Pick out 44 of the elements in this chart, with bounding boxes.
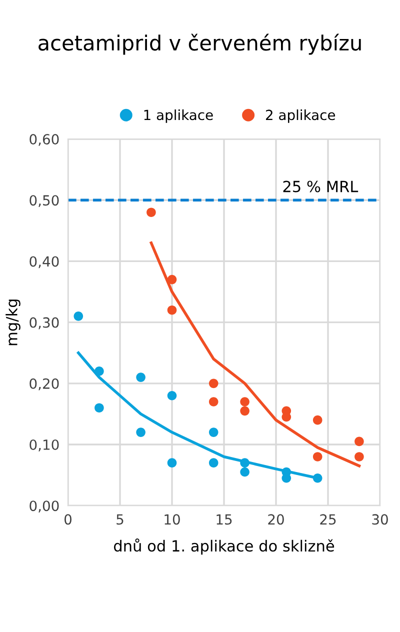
- point: [208, 378, 218, 388]
- point: [312, 452, 322, 462]
- point: [208, 458, 218, 468]
- y-tick-label: 0,20: [30, 378, 59, 390]
- y-tick-label: 0,30: [30, 317, 59, 330]
- point: [208, 428, 218, 437]
- point: [136, 372, 146, 382]
- point: [146, 208, 156, 218]
- x-tick-label: 15: [216, 514, 232, 525]
- point: [94, 366, 104, 376]
- chart-title: acetamiprid v červeném rybízu: [38, 34, 361, 55]
- line-series: [150, 242, 361, 468]
- point: [240, 397, 250, 406]
- x-axis-title: dnů od 1. aplikace do sklizně: [114, 538, 334, 555]
- y-tick-label: 0,10: [30, 439, 59, 452]
- y-tick-label: 0,40: [30, 256, 59, 268]
- ref-line-label: 25 % MRL: [283, 180, 358, 192]
- y-tick-label: 0,00: [30, 500, 59, 512]
- point: [312, 415, 322, 425]
- point: [312, 473, 322, 483]
- point: [167, 390, 177, 400]
- point: [240, 467, 250, 477]
- point: [167, 458, 177, 468]
- y-axis-title: mg/kg: [6, 300, 20, 346]
- legend-label: 1 aplikace: [144, 109, 213, 123]
- point: [74, 312, 84, 321]
- point: [94, 403, 104, 413]
- point: [167, 274, 177, 284]
- point: [136, 428, 146, 437]
- point: [354, 452, 364, 462]
- x-tick-label: 20: [268, 514, 284, 525]
- point: [208, 397, 218, 406]
- x-tick-label: 5: [116, 514, 124, 525]
- point: [240, 458, 250, 468]
- point: [167, 305, 177, 315]
- y-tick-label: 0,50: [30, 195, 59, 208]
- point: [354, 436, 364, 446]
- x-tick-label: 0: [64, 514, 72, 525]
- x-tick-label: 10: [164, 514, 180, 525]
- y-tick-label: 0,60: [30, 134, 59, 146]
- point: [240, 406, 250, 416]
- x-tick-label: 25: [320, 514, 336, 525]
- legend-label: 2 aplikace: [266, 109, 336, 123]
- x-tick-label: 30: [372, 514, 388, 525]
